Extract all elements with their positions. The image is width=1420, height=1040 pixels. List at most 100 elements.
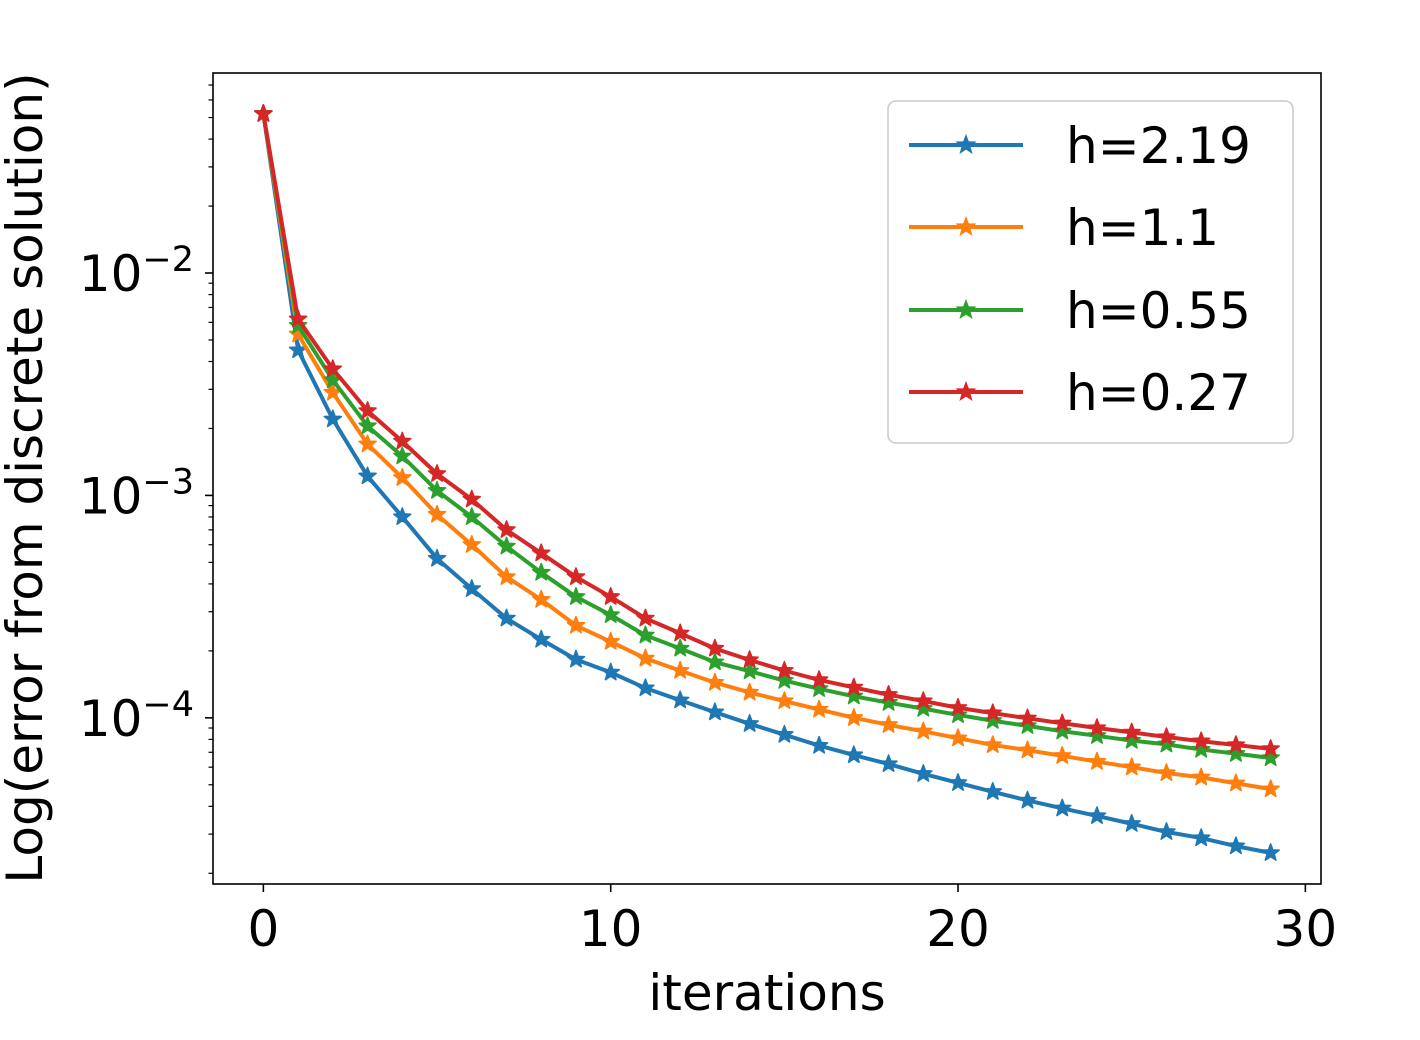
legend-label: h=1.1 (1066, 199, 1219, 257)
data-point (879, 692, 898, 711)
series-2 (254, 104, 1280, 798)
data-point (1226, 836, 1246, 855)
data-point (1122, 757, 1142, 776)
data-point (1191, 731, 1211, 750)
legend: h=2.19 h=1.1 h=0.55 h=0.27 (887, 100, 1294, 444)
data-point (531, 543, 551, 562)
data-point (566, 587, 586, 605)
y-tick-label: 10−4 (79, 685, 194, 748)
data-point (462, 489, 482, 508)
data-point (1087, 806, 1107, 825)
data-point (427, 548, 447, 567)
series-line (261, 111, 1273, 855)
data-point (1191, 767, 1211, 786)
data-point (1052, 798, 1072, 817)
series-line (261, 111, 1273, 760)
data-point (844, 745, 864, 764)
x-tick-label: 30 (1274, 900, 1338, 958)
data-point (1122, 730, 1142, 749)
data-point (358, 416, 377, 435)
data-point (1087, 718, 1107, 737)
data-point (1226, 735, 1246, 753)
x-tick-label: 20 (926, 900, 990, 958)
data-point (636, 608, 655, 627)
data-point (913, 764, 933, 782)
data-point (462, 507, 482, 525)
data-point (497, 567, 516, 585)
data-point (913, 698, 933, 717)
data-point (462, 535, 482, 553)
data-point (1122, 814, 1142, 832)
data-point (879, 715, 898, 733)
legend-label: h=2.19 (1066, 117, 1251, 175)
x-tick-label: 0 (247, 900, 279, 958)
data-point (983, 735, 1003, 753)
data-point (323, 359, 343, 378)
data-point (775, 724, 794, 743)
data-point (358, 466, 377, 485)
data-point (1052, 721, 1072, 740)
data-point (913, 721, 933, 740)
data-point (288, 315, 308, 334)
data-point (1087, 726, 1107, 744)
data-point (670, 623, 690, 642)
data-point (809, 670, 829, 688)
data-point (427, 464, 447, 482)
series-line (261, 111, 1273, 792)
data-point (809, 735, 829, 754)
series-line (261, 111, 1273, 751)
data-point (705, 702, 725, 721)
data-point (358, 434, 377, 453)
data-point (670, 660, 690, 679)
data-point (705, 672, 725, 691)
series-1 (254, 104, 1280, 861)
legend-frame (887, 100, 1294, 444)
data-point (983, 782, 1003, 800)
x-tick-label: 10 (579, 900, 643, 958)
data-point (844, 677, 864, 696)
legend-marker (955, 215, 977, 237)
data-point (913, 691, 933, 710)
data-point (879, 684, 898, 703)
data-point (601, 587, 621, 605)
x-axis-label: iterations (648, 964, 885, 1022)
data-point (254, 104, 273, 122)
data-point (1261, 739, 1280, 757)
data-point (566, 615, 586, 634)
data-point (358, 401, 377, 419)
data-point (809, 679, 829, 697)
data-point (1261, 843, 1280, 861)
data-point (1122, 722, 1142, 741)
data-point (427, 504, 447, 523)
data-point (531, 589, 551, 608)
data-point (1018, 790, 1037, 809)
data-point (740, 650, 759, 669)
data-point (775, 670, 794, 689)
legend-item-4: h=0.27 (909, 364, 1251, 422)
legend-marker (955, 133, 977, 155)
legend-label: h=0.55 (1066, 282, 1251, 340)
legend-marker (955, 298, 977, 320)
data-point (1191, 828, 1211, 847)
data-point (809, 699, 829, 718)
data-point (566, 567, 586, 585)
data-point (1226, 773, 1246, 792)
data-point (740, 661, 759, 680)
data-point (844, 686, 864, 705)
data-point (531, 562, 551, 581)
data-point (740, 682, 759, 701)
y-axis: 10−2 10−3 10−4 (79, 84, 213, 874)
legend-item-3: h=0.55 (909, 282, 1251, 340)
data-point (983, 703, 1003, 722)
data-point (497, 536, 516, 555)
data-point (462, 579, 482, 597)
data-point (392, 507, 412, 525)
data-point (775, 660, 794, 679)
data-point (392, 446, 412, 465)
data-point (948, 773, 968, 791)
data-point (844, 708, 864, 726)
data-point (288, 309, 308, 328)
data-point (1052, 713, 1072, 732)
data-point (740, 714, 759, 732)
